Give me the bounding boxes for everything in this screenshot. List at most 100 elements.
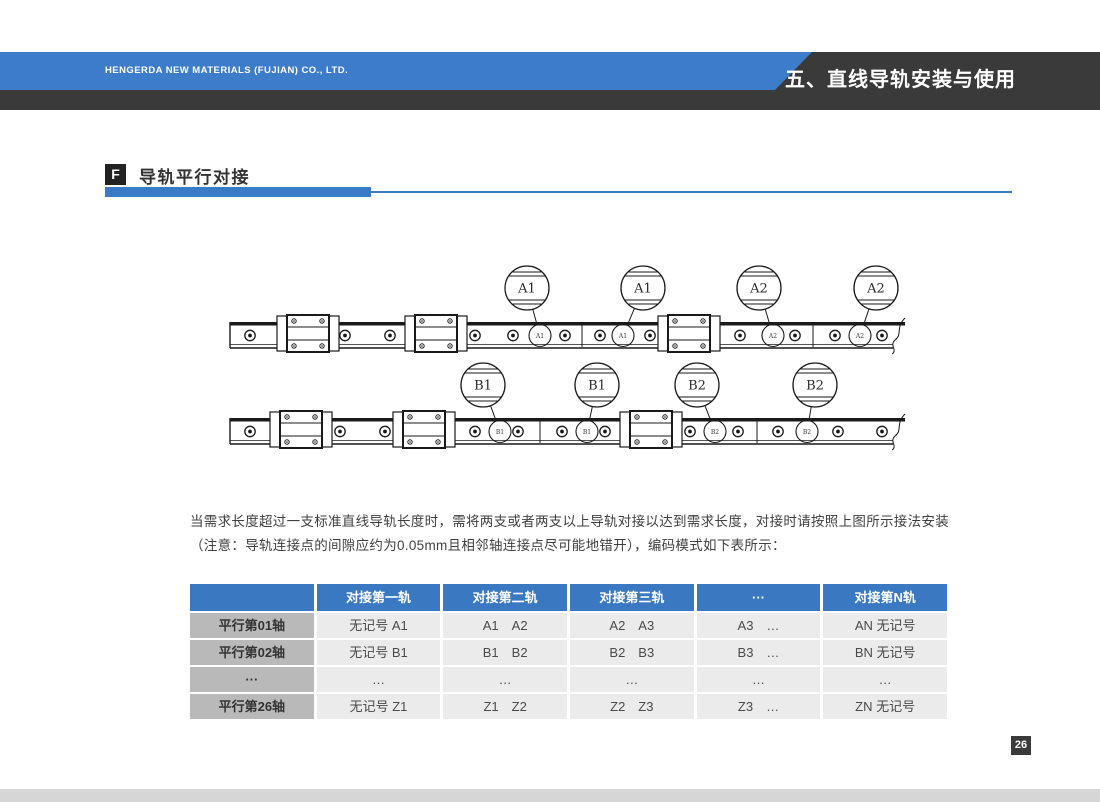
callout-leader [808,406,812,421]
table-header-cell: ··· [696,584,821,611]
callout-leader [490,405,497,422]
rail-break-symbol [891,413,906,451]
table-cell: 无记号 Z1 [316,694,441,719]
callout-leader [532,309,538,326]
balloon-callout: A2 A2 [848,265,899,348]
table-cell: A2 A3 [569,613,694,638]
carriage-block [404,314,468,353]
carriage-block [392,410,456,449]
joint-mark-label: B2 [711,429,719,436]
callout-circle [620,265,666,311]
table-cell: B1 B2 [443,640,567,665]
callout-label: A1 [517,282,536,297]
table-header-cell: 对接第二轨 [443,584,567,611]
callout-circle [574,362,620,408]
installation-note: 当需求长度超过一支标准直线导轨长度时，需将两支或者两支以上导轨对接以达到需求长度… [190,510,949,557]
callout-circle [504,265,550,311]
joint-mark-label: B1 [496,429,504,436]
carriage-block [269,410,333,449]
callout-label: B1 [588,379,606,394]
callout-label: A2 [749,282,768,297]
callout-leader [588,406,593,421]
note-line-2: （注意：导轨连接点的间隙应约为0.05mm且相邻轴连接点尽可能地错开），编码模式… [190,537,786,553]
balloon-callout: B1 B1 [460,362,512,444]
joint-mark-label: A1 [618,333,627,340]
callout-circle [674,362,720,408]
balloon-callout: A1 A1 [504,265,552,348]
balloon-callout: A2 A2 [736,265,785,348]
rail-break-symbol [891,317,906,355]
joint-mark-circle [795,419,819,444]
table-cell: … [823,667,947,692]
callout-label: B1 [474,379,492,394]
joint-mark-circle [488,419,512,444]
callout-leader [626,308,635,326]
callout-leader [704,405,712,422]
rail-assembly-top: A1 A1 A1 A1 A2 A2 A2 A2 [229,265,906,355]
table-cell: … [569,667,694,692]
table-cell: BN 无记号 [823,640,947,665]
table-cell: 无记号 A1 [316,613,441,638]
company-name: HENGERDA NEW MATERIALS (FUJIAN) CO., LTD… [105,65,349,76]
table-cell: AN 无记号 [823,613,947,638]
section-index-badge: F [105,164,126,185]
callout-circle [792,362,838,408]
section-rule-thick [105,187,371,197]
table-header-cell: 对接第一轨 [316,584,441,611]
callout-circle [853,265,899,311]
table-cell: ZN 无记号 [823,694,947,719]
table-corner-cell [190,584,314,611]
joint-mark-circle [761,323,785,348]
table-cell: Z2 Z3 [569,694,694,719]
table-cell: Z1 Z2 [443,694,567,719]
carriage-block [657,314,721,353]
table-row-label: 平行第02轴 [190,640,314,665]
joint-mark-circle [575,419,599,444]
section-rule-thin [105,191,1012,193]
note-line-1: 当需求长度超过一支标准直线导轨长度时，需将两支或者两支以上导轨对接以达到需求长度… [190,514,949,529]
section-title: 导轨平行对接 [139,168,250,187]
callout-label: A2 [866,282,885,297]
joint-mark-label: A2 [768,333,777,340]
table-cell: … [696,667,821,692]
balloon-callout: B2 B2 [792,362,838,444]
table-cell: A3 … [696,613,821,638]
joint-mark-label: A1 [535,333,544,340]
callout-circle [736,265,782,311]
joint-mark-circle [611,323,635,348]
callout-label: B2 [806,379,824,394]
coding-table: 对接第一轨 对接第二轨 对接第三轨 ··· 对接第N轨 平行第01轴 无记号 A1 A1 A2… [190,584,947,719]
carriage-block [619,410,683,449]
table-row-label: 平行第26轴 [190,694,314,719]
chapter-title: 五、直线导轨安装与使用 [785,69,1016,91]
balloon-callout: A1 A1 [611,265,666,348]
callout-circle [460,362,506,408]
callout-label: A1 [633,282,652,297]
rail-assembly-bottom: B1 B1 B1 B1 B2 B2 B2 B2 [229,362,906,451]
joint-mark-circle [528,323,552,348]
joint-mark-circle [848,323,872,348]
table-cell: A1 A2 [443,613,567,638]
table-row-label: ··· [190,667,314,692]
table-header-cell: 对接第N轨 [823,584,947,611]
page-number-badge: 26 [1011,736,1031,755]
callout-leader [764,308,771,326]
joint-mark-label: B2 [803,429,811,436]
header-blue-band [0,52,812,90]
balloon-callout: B1 B1 [574,362,620,444]
joint-mark-label: B1 [583,429,591,436]
table-cell: B2 B3 [569,640,694,665]
table-cell: … [316,667,441,692]
carriage-block [276,314,340,353]
callout-leader [863,308,870,326]
table-cell: 无记号 B1 [316,640,441,665]
table-header-cell: 对接第三轨 [569,584,694,611]
table-cell: … [443,667,567,692]
page-bottom-edge [0,789,1100,802]
balloon-callout: B2 B2 [674,362,727,444]
parallel-joint-figure: A1 A1 A1 A1 A2 A2 A2 A2 B1 B1 B1 B1 B2 B2 B2 B2 [229,265,906,451]
joint-mark-label: A2 [855,333,864,340]
callout-label: B2 [688,379,706,394]
table-cell: Z3 … [696,694,821,719]
